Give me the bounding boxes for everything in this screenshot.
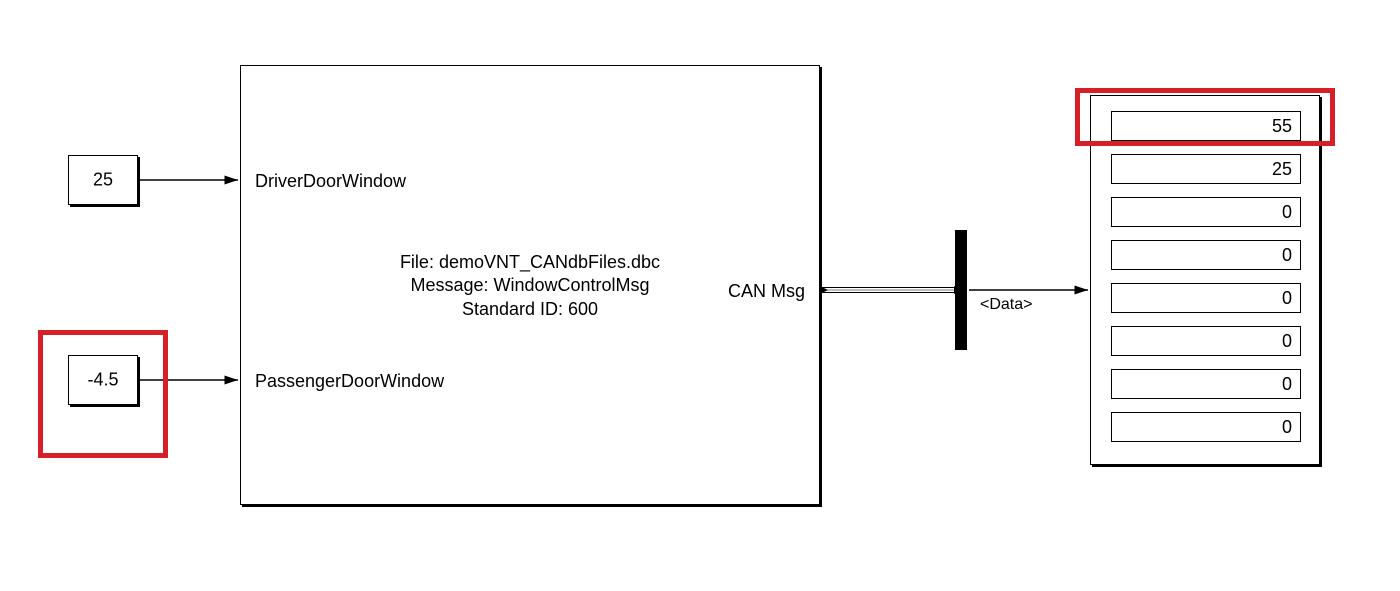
info-line-file: File: demoVNT_CANdbFiles.dbc bbox=[241, 251, 819, 274]
block-info-text: File: demoVNT_CANdbFiles.dbc Message: Wi… bbox=[241, 251, 819, 321]
constant-block-driver[interactable]: 25 bbox=[68, 155, 138, 205]
can-pack-block[interactable]: DriverDoorWindow PassengerDoorWindow CAN… bbox=[240, 65, 820, 505]
display-row-2: 0 bbox=[1111, 197, 1301, 227]
info-line-message: Message: WindowControlMsg bbox=[241, 274, 819, 297]
info-line-id: Standard ID: 600 bbox=[241, 298, 819, 321]
input-port-passenger-label: PassengerDoorWindow bbox=[255, 371, 444, 392]
input-port-driver-label: DriverDoorWindow bbox=[255, 171, 406, 192]
diagram-canvas: 25 -4.5 DriverDoorWindow PassengerDoorWi… bbox=[0, 0, 1400, 591]
bus-output-label: <Data> bbox=[980, 296, 1032, 314]
display-row-6: 0 bbox=[1111, 369, 1301, 399]
display-row-3: 0 bbox=[1111, 240, 1301, 270]
highlight-passenger-const bbox=[38, 330, 168, 458]
display-block[interactable]: 55 25 0 0 0 0 0 0 bbox=[1090, 95, 1320, 465]
display-row-5: 0 bbox=[1111, 326, 1301, 356]
display-row-7: 0 bbox=[1111, 412, 1301, 442]
display-row-4: 0 bbox=[1111, 283, 1301, 313]
constant-value-driver: 25 bbox=[69, 170, 137, 191]
highlight-display-first-row bbox=[1075, 88, 1335, 146]
bus-selector-block[interactable] bbox=[955, 230, 967, 350]
display-row-1: 25 bbox=[1111, 154, 1301, 184]
